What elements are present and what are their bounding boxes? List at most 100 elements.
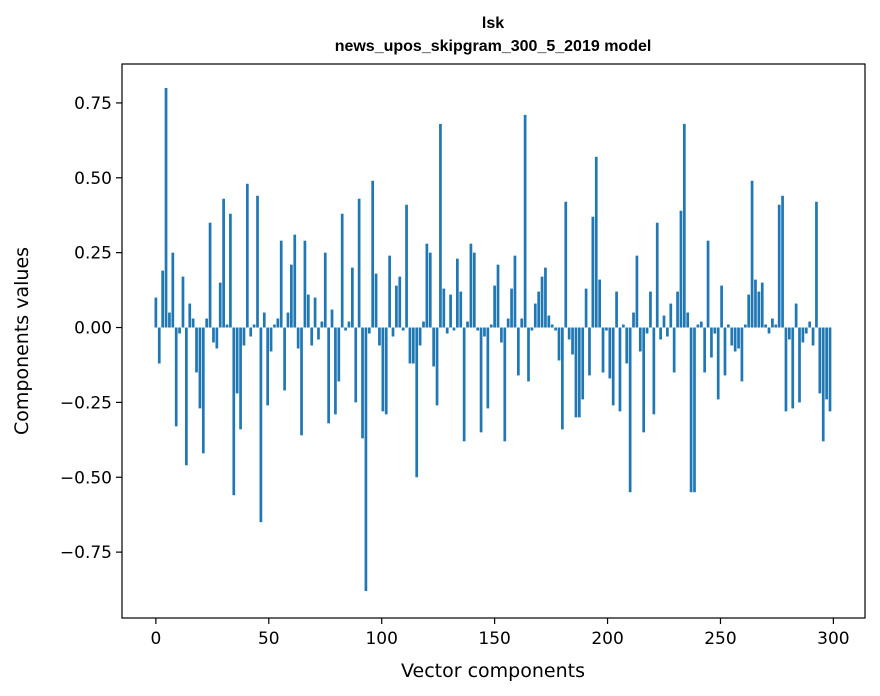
bar	[479, 327, 483, 433]
bar	[588, 327, 591, 376]
bar	[178, 327, 181, 334]
bar	[808, 321, 812, 328]
bar	[767, 327, 771, 334]
bar	[730, 327, 734, 346]
bar	[290, 264, 293, 328]
bar	[327, 327, 330, 424]
bar	[378, 327, 381, 346]
bar	[422, 321, 425, 328]
bar	[174, 327, 178, 427]
bar	[185, 327, 188, 466]
bar	[811, 327, 815, 346]
bar	[225, 324, 229, 328]
plot-frame	[121, 63, 866, 619]
bar	[510, 288, 513, 328]
bar	[794, 303, 798, 328]
bar	[195, 327, 198, 373]
bar	[161, 270, 165, 328]
y-axis-ticks: −0.75 −0.50 −0.25 0.00 0.25 0.50 0.75	[60, 94, 122, 563]
bar	[737, 327, 740, 349]
bar	[347, 321, 351, 328]
bar	[239, 327, 242, 430]
bar	[557, 327, 561, 361]
bar	[581, 327, 585, 400]
bar	[733, 327, 737, 352]
bar	[249, 327, 253, 337]
bar	[374, 273, 378, 328]
bar	[743, 324, 747, 328]
bar	[445, 327, 449, 334]
bar	[571, 327, 574, 355]
bar	[540, 276, 544, 328]
chart-title: lsk	[482, 15, 504, 32]
bar	[388, 255, 391, 328]
x-axis-label: Vector components	[401, 660, 585, 682]
bar	[503, 327, 507, 442]
bar	[804, 327, 808, 334]
bar	[486, 327, 490, 409]
bar	[774, 324, 778, 328]
bar	[256, 195, 259, 328]
bar	[787, 327, 791, 340]
bar	[659, 327, 662, 340]
bar	[313, 297, 317, 328]
bar	[483, 327, 486, 337]
bar	[218, 282, 222, 328]
bar	[564, 201, 568, 328]
bar	[428, 252, 432, 328]
bar	[371, 180, 375, 328]
bar	[547, 315, 551, 328]
bar	[554, 327, 557, 331]
bar	[622, 324, 625, 328]
bar	[357, 198, 361, 328]
y-tick-label: −0.25	[60, 393, 112, 413]
bar	[391, 327, 395, 337]
bar	[594, 156, 598, 328]
bar	[740, 327, 744, 382]
bar	[699, 321, 703, 328]
bar	[306, 294, 310, 328]
bar	[771, 318, 774, 328]
bar	[638, 327, 642, 352]
bar	[696, 324, 700, 328]
bar	[425, 243, 429, 328]
bar	[459, 291, 463, 328]
bar	[168, 312, 171, 328]
bar	[686, 312, 690, 328]
bar	[354, 327, 358, 403]
bar	[608, 327, 612, 379]
bar	[815, 201, 818, 328]
bar	[655, 222, 659, 328]
bar	[323, 252, 327, 328]
bar	[760, 282, 764, 328]
bar	[266, 327, 270, 406]
bar	[415, 327, 419, 478]
bar	[472, 252, 476, 328]
bar	[405, 204, 408, 328]
bar	[205, 318, 209, 328]
bar	[259, 327, 263, 523]
bar	[703, 327, 707, 373]
bar	[615, 291, 618, 328]
bar	[679, 210, 683, 328]
bar	[449, 294, 452, 328]
bar	[628, 327, 632, 493]
bar	[496, 264, 500, 328]
bar	[303, 240, 307, 328]
bar	[232, 327, 236, 496]
bar	[523, 114, 527, 328]
bar	[723, 327, 727, 376]
bar	[513, 255, 517, 328]
bar	[520, 318, 524, 328]
bar	[384, 327, 388, 415]
bar	[252, 324, 256, 328]
bar	[201, 327, 205, 454]
bar	[262, 312, 266, 328]
bar	[283, 327, 286, 391]
bar	[432, 327, 436, 367]
y-tick-label: 0.50	[74, 169, 112, 189]
bar	[530, 327, 534, 331]
bar	[398, 276, 402, 328]
bar	[452, 327, 456, 331]
